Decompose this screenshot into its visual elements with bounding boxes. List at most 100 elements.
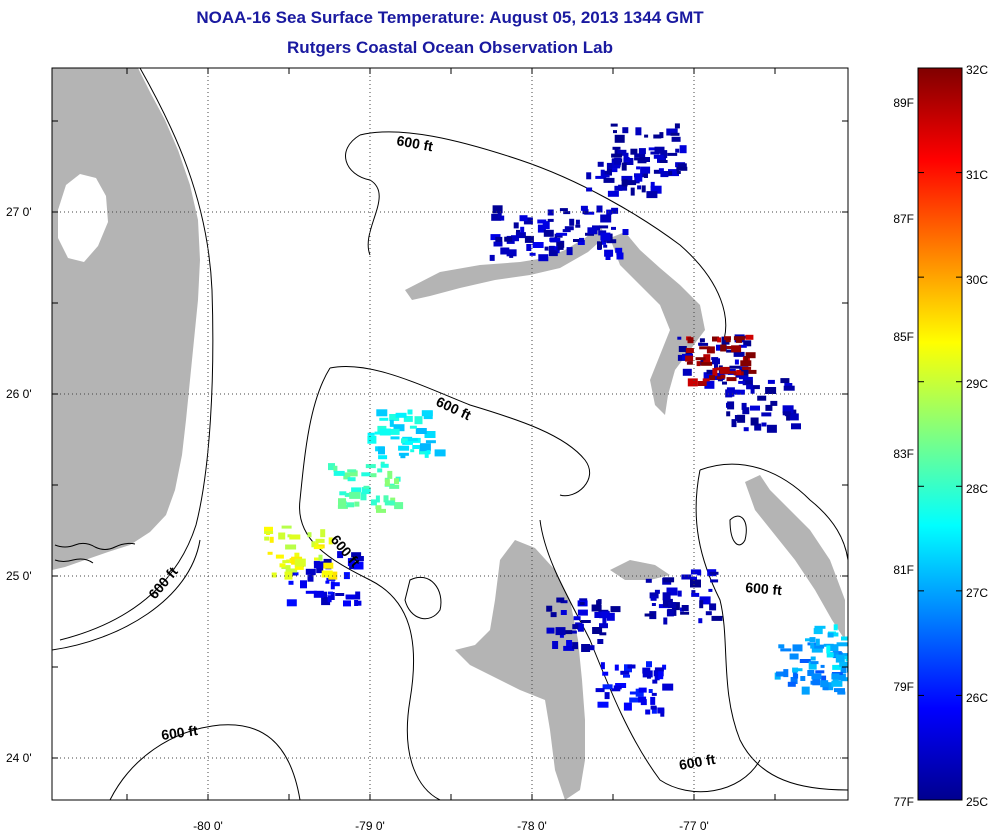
sst-pixel bbox=[403, 415, 413, 422]
sst-pixel bbox=[547, 209, 554, 216]
sst-pixel bbox=[750, 417, 759, 426]
sst-pixel bbox=[720, 374, 726, 379]
sst-pixel bbox=[618, 184, 628, 191]
sst-pixel bbox=[516, 229, 520, 233]
sst-pixel bbox=[354, 600, 359, 606]
sst-pixel bbox=[733, 351, 745, 357]
colorbar-f-label: 83F bbox=[893, 447, 914, 461]
x-axis-labels: -80 0' -79 0' -78 0' -77 0' bbox=[193, 819, 709, 833]
sst-pixel bbox=[415, 428, 427, 434]
sst-pixel bbox=[355, 591, 361, 600]
sst-pixel bbox=[807, 670, 815, 676]
sst-pixel bbox=[379, 417, 389, 421]
sst-pixel bbox=[389, 419, 394, 427]
sst-pixel bbox=[794, 673, 799, 679]
sst-pixel bbox=[726, 389, 735, 397]
sst-pixel bbox=[380, 463, 389, 468]
sst-pixel bbox=[519, 215, 528, 222]
sst-pixel bbox=[269, 536, 274, 543]
sst-pixel bbox=[699, 600, 704, 609]
sst-pixel bbox=[579, 237, 584, 242]
sst-pixel bbox=[782, 411, 791, 416]
sst-pixel bbox=[726, 377, 737, 382]
sst-pixel bbox=[820, 664, 825, 668]
sst-pixel bbox=[547, 218, 554, 222]
sst-pixel bbox=[746, 384, 754, 390]
sst-pixel bbox=[666, 609, 674, 617]
sst-pixel bbox=[868, 628, 875, 634]
sst-pixel bbox=[621, 179, 628, 187]
sst-pixel bbox=[712, 368, 718, 377]
sst-pixel bbox=[616, 252, 624, 260]
sst-pixel bbox=[793, 668, 803, 672]
sst-pixel bbox=[681, 574, 692, 580]
sst-pixel bbox=[361, 472, 371, 477]
sst-pixel bbox=[315, 538, 325, 543]
sst-pixel bbox=[275, 554, 284, 559]
sst-pixel bbox=[636, 166, 641, 170]
sst-pixel bbox=[424, 431, 436, 438]
sst-pixel bbox=[363, 485, 370, 489]
sst-pixel bbox=[729, 365, 741, 369]
contour-label: 600 ft bbox=[678, 751, 717, 773]
sst-pixel bbox=[709, 571, 719, 575]
sst-pixel bbox=[351, 552, 362, 558]
sst-pixel bbox=[316, 566, 324, 574]
sst-pixel bbox=[623, 152, 629, 161]
sst-pixel bbox=[281, 525, 292, 529]
sst-pixel bbox=[834, 688, 845, 693]
sst-pixel bbox=[841, 636, 848, 641]
sst-pixel bbox=[328, 537, 333, 545]
sst-pixel bbox=[586, 172, 592, 180]
sst-pixel bbox=[325, 580, 330, 584]
sst-pixel bbox=[294, 552, 300, 559]
sst-pixel bbox=[780, 648, 792, 652]
sst-pixel bbox=[865, 662, 871, 669]
sst-pixel bbox=[606, 209, 613, 215]
sst-pixel bbox=[395, 412, 407, 418]
sst-pixel bbox=[857, 653, 867, 658]
sst-pixel bbox=[615, 247, 623, 253]
sst-pixel bbox=[670, 132, 680, 136]
sst-pixel bbox=[654, 589, 660, 594]
sst-pixel bbox=[836, 642, 848, 647]
sst-pixel bbox=[826, 645, 831, 654]
sst-pixel bbox=[681, 605, 689, 611]
sst-pixel bbox=[654, 667, 664, 672]
sst-pixel bbox=[379, 428, 391, 436]
sst-pixel bbox=[650, 696, 656, 705]
colorbar bbox=[917, 67, 963, 801]
sst-pixel bbox=[658, 168, 664, 173]
sst-pixel bbox=[285, 565, 291, 574]
sst-pixel bbox=[644, 134, 649, 138]
sst-pixel bbox=[677, 163, 687, 170]
sst-pixel bbox=[640, 166, 651, 174]
sst-pixel bbox=[313, 561, 324, 569]
sst-pixel bbox=[376, 409, 388, 417]
sst-pixel bbox=[757, 395, 767, 401]
sst-pixel bbox=[642, 670, 653, 678]
sst-pixel bbox=[634, 153, 646, 158]
sst-pixel bbox=[318, 554, 323, 561]
sst-pixel bbox=[833, 624, 838, 631]
sst-pixel bbox=[351, 487, 362, 493]
sst-pixel bbox=[742, 366, 752, 370]
sst-pixel bbox=[611, 226, 616, 230]
sst-pixel bbox=[419, 443, 431, 452]
sst-pixel bbox=[703, 372, 713, 380]
sst-pixel bbox=[596, 600, 602, 609]
sst-pixel bbox=[289, 572, 298, 576]
y-tick-label: 25 0' bbox=[6, 569, 32, 583]
sst-pixel bbox=[780, 378, 790, 384]
sst-pixel bbox=[548, 250, 558, 257]
sst-pixel bbox=[537, 224, 546, 233]
sst-pixel bbox=[587, 227, 598, 235]
sst-pixel bbox=[561, 630, 573, 635]
sst-pixel bbox=[706, 346, 715, 354]
sst-pixel bbox=[410, 449, 415, 453]
sst-pixel bbox=[849, 652, 857, 657]
sst-pixel bbox=[566, 640, 573, 646]
sst-pixel bbox=[622, 127, 629, 134]
colorbar-c-label: 25C bbox=[966, 795, 988, 809]
sst-pixel bbox=[679, 145, 687, 154]
